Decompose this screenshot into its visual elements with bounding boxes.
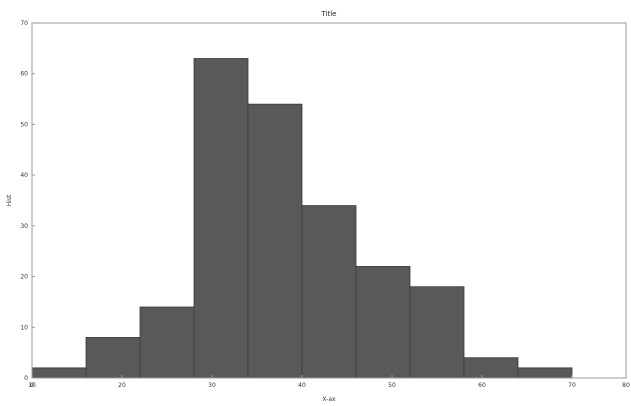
x-tick-label: 30: [208, 382, 216, 389]
y-axis-ticks: 0 10 20 30 40 50 60 70: [20, 20, 35, 382]
y-axis-label: Hist: [6, 194, 13, 206]
y-tick-label: 40: [20, 172, 28, 179]
histogram-bar-5: [247, 103, 303, 379]
y-tick-label: 50: [20, 121, 28, 128]
histogram-bar-4: [193, 58, 249, 379]
y-tick-label: 70: [20, 20, 28, 27]
histogram-bar-2: [85, 337, 141, 379]
x-tick-label: 60: [478, 382, 486, 389]
x-tick-label: 40: [298, 382, 306, 389]
x-tick-label: 70: [568, 382, 576, 389]
x-axis-ticks: 10 20 30 40 50 60 70 80 0: [28, 375, 630, 389]
y-tick-label: 60: [20, 71, 28, 78]
x-tick-label: 80: [622, 382, 630, 389]
histogram-bar-6: [301, 205, 357, 379]
y-tick-label: 0: [24, 375, 28, 382]
chart-title: Title: [320, 10, 336, 18]
histogram-bar-9: [463, 357, 519, 379]
histogram-bar-3: [139, 306, 195, 379]
y-tick-label: 20: [20, 274, 28, 281]
histogram-bars: [31, 58, 573, 379]
histogram-bar-10: [517, 367, 573, 379]
y-tick-label: 30: [20, 223, 28, 230]
histogram-bar-1: [31, 367, 87, 379]
x-tick-label: 0: [30, 382, 34, 389]
x-tick-label: 50: [388, 382, 396, 389]
x-axis-label: X-ax: [322, 396, 336, 403]
plot-frame: [31, 22, 627, 379]
histogram-bar-7: [355, 266, 411, 379]
x-tick-label: 10: [28, 382, 36, 389]
y-tick-label: 10: [20, 324, 28, 331]
x-tick-label: 20: [118, 382, 126, 389]
histogram-bar-8: [409, 286, 465, 379]
